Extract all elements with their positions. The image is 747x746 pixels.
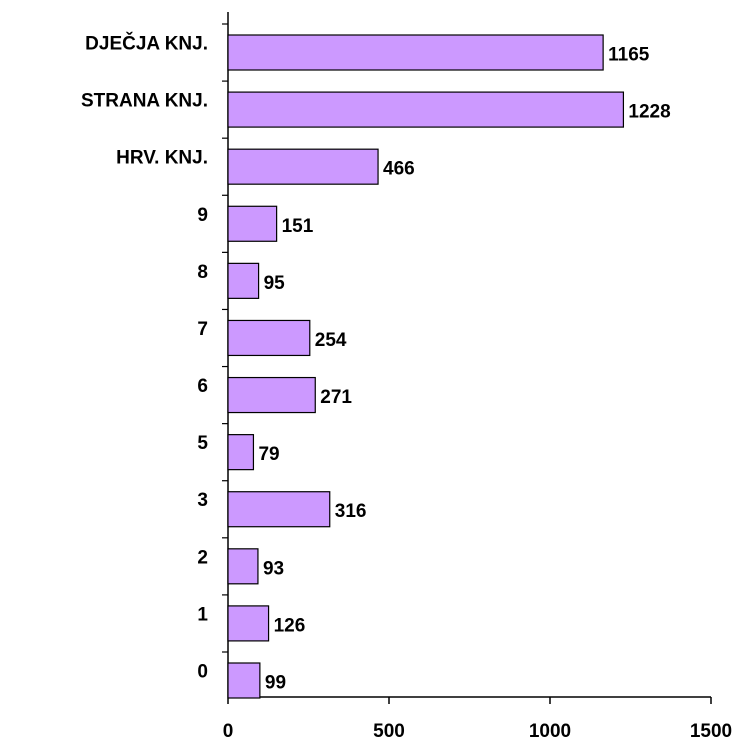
data-label: 99 xyxy=(265,673,286,694)
y-tick-label: 9 xyxy=(197,205,208,226)
y-tick-label: 3 xyxy=(197,490,208,511)
y-tick-label: HRV. KNJ. xyxy=(116,148,208,169)
bar xyxy=(227,148,379,185)
x-tick-label: 1500 xyxy=(690,721,732,742)
bar xyxy=(227,319,311,357)
bar xyxy=(227,34,604,71)
x-tick-label: 1000 xyxy=(529,721,571,742)
x-tick-label: 500 xyxy=(373,721,405,742)
data-label: 1228 xyxy=(628,102,670,123)
x-tick-label: 0 xyxy=(223,721,234,742)
data-label: 271 xyxy=(320,387,352,408)
bar xyxy=(227,205,278,242)
y-tick-label: DJEČJA KNJ. xyxy=(85,33,208,55)
y-tick-label: 1 xyxy=(197,604,208,625)
data-label: 1165 xyxy=(608,45,650,66)
data-label: 93 xyxy=(263,558,284,579)
data-label: 95 xyxy=(264,273,286,294)
y-tick-label: 0 xyxy=(197,662,208,683)
data-label: 151 xyxy=(282,216,314,237)
data-label: 466 xyxy=(383,159,415,180)
bar xyxy=(227,91,625,128)
y-tick-label: 8 xyxy=(197,262,208,283)
data-label: 254 xyxy=(315,330,347,351)
y-tick-label: 5 xyxy=(197,433,208,454)
bar xyxy=(227,376,316,414)
bar xyxy=(227,262,260,299)
data-label: 79 xyxy=(258,444,279,465)
bar xyxy=(227,605,270,642)
y-tick-label: 7 xyxy=(197,319,208,340)
bar xyxy=(227,662,261,699)
data-label: 316 xyxy=(335,501,367,522)
data-label: 126 xyxy=(274,615,306,636)
bar xyxy=(227,434,255,471)
bar xyxy=(227,548,259,585)
bar xyxy=(227,491,331,528)
y-tick-label: 2 xyxy=(197,547,208,568)
y-tick-label: STRANA KNJ. xyxy=(81,91,208,112)
y-tick-label: 6 xyxy=(197,376,208,397)
